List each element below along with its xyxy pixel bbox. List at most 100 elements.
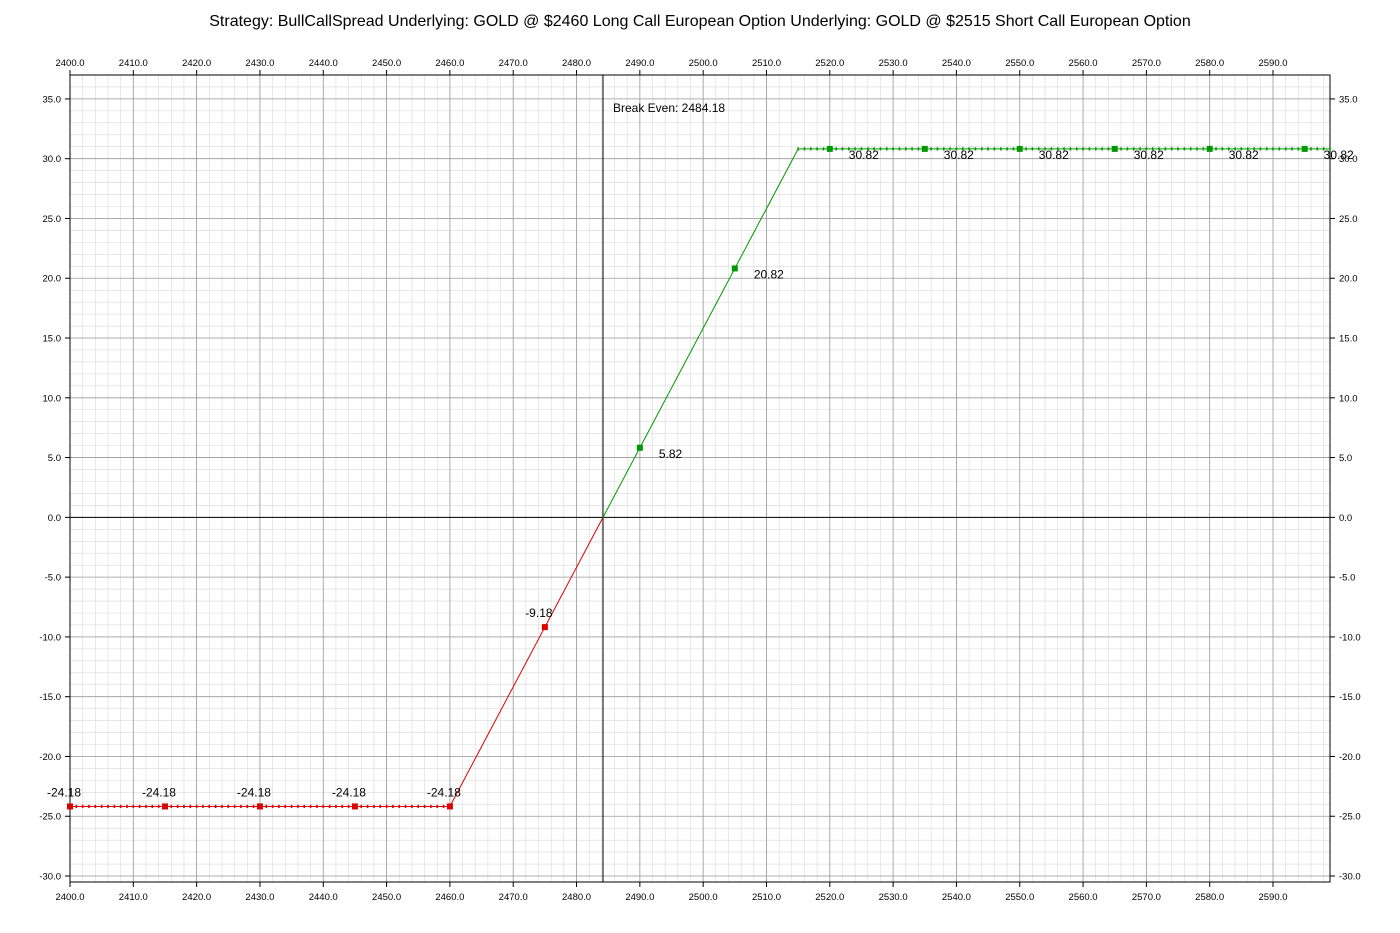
data-label: 30.82 xyxy=(1324,148,1354,162)
series-minor-marker xyxy=(170,804,173,809)
x-tick-label-bottom: 2580.0 xyxy=(1195,892,1224,903)
series-minor-marker xyxy=(138,804,141,809)
series-minor-marker xyxy=(1329,147,1331,151)
series-minor-marker xyxy=(290,804,293,809)
series-minor-marker xyxy=(1031,147,1034,151)
series-minor-marker xyxy=(1227,147,1230,151)
series-minor-marker xyxy=(1088,147,1091,151)
series-minor-marker xyxy=(1284,147,1287,151)
series-minor-marker xyxy=(145,804,147,809)
y-tick-label-left: -20.0 xyxy=(39,752,61,763)
series-minor-marker xyxy=(75,804,78,809)
series-minor-marker xyxy=(1297,147,1300,151)
data-label: -24.18 xyxy=(47,785,81,799)
x-tick-label-bottom: 2570.0 xyxy=(1132,892,1161,903)
series-minor-marker xyxy=(1253,147,1255,151)
x-tick-label-bottom: 2430.0 xyxy=(245,892,274,903)
series-minor-marker xyxy=(1202,147,1205,151)
series-minor-marker xyxy=(885,147,888,151)
series-minor-marker xyxy=(1196,147,1198,151)
x-tick-label-top: 2460.0 xyxy=(435,58,464,69)
series-minor-marker xyxy=(847,147,850,151)
series-minor-marker xyxy=(822,147,825,151)
series-minor-marker xyxy=(1221,147,1224,151)
y-tick-label-right: 5.0 xyxy=(1339,453,1352,464)
y-tick-label-right: 25.0 xyxy=(1339,214,1358,225)
series-minor-marker xyxy=(1240,147,1243,151)
series-minor-marker xyxy=(1107,147,1110,151)
x-tick-label-bottom: 2420.0 xyxy=(182,892,211,903)
series-line-profit xyxy=(602,148,1330,518)
series-minor-marker xyxy=(227,804,230,809)
series-minor-marker xyxy=(987,147,989,151)
series-minor-marker xyxy=(1037,147,1040,151)
data-point xyxy=(1301,145,1308,152)
series-minor-marker xyxy=(189,804,192,809)
y-tick-label-right: -25.0 xyxy=(1339,812,1361,823)
series-minor-marker xyxy=(1120,147,1122,151)
series-minor-marker xyxy=(1177,147,1179,151)
series-minor-marker xyxy=(1094,147,1097,151)
x-tick-label-top: 2520.0 xyxy=(815,58,844,69)
series-minor-marker xyxy=(341,804,344,809)
series-minor-marker xyxy=(195,804,198,809)
series-minor-marker xyxy=(816,147,818,151)
y-tick-label-left: -25.0 xyxy=(39,812,61,823)
series-minor-marker xyxy=(1272,147,1274,151)
series-minor-marker xyxy=(942,147,945,151)
series-minor-marker xyxy=(252,804,255,809)
data-point xyxy=(256,803,263,810)
series-minor-marker xyxy=(1006,147,1008,151)
series-minor-marker xyxy=(151,804,154,809)
series-minor-marker xyxy=(1025,147,1027,151)
series-minor-marker xyxy=(904,147,907,151)
series-minor-marker xyxy=(392,804,394,809)
data-label: 30.82 xyxy=(849,148,879,162)
series-minor-marker xyxy=(373,804,375,809)
series-minor-marker xyxy=(955,147,958,151)
x-tick-label-top: 2470.0 xyxy=(499,58,528,69)
series-minor-marker xyxy=(936,147,939,151)
series-minor-marker xyxy=(999,147,1002,151)
series-minor-marker xyxy=(1012,147,1015,151)
series-minor-marker xyxy=(1075,147,1078,151)
x-tick-label-bottom: 2510.0 xyxy=(752,892,781,903)
y-tick-label-right: 35.0 xyxy=(1339,94,1358,105)
x-tick-label-top: 2490.0 xyxy=(625,58,654,69)
series-minor-marker xyxy=(379,804,382,809)
series-minor-marker xyxy=(284,804,287,809)
data-point xyxy=(1016,145,1023,152)
data-label: 30.82 xyxy=(1229,148,1259,162)
series-minor-marker xyxy=(1126,147,1129,151)
x-tick-label-bottom: 2490.0 xyxy=(625,892,654,903)
series-minor-marker xyxy=(892,147,894,151)
series-minor-marker xyxy=(1234,147,1236,151)
y-tick-label-right: -30.0 xyxy=(1339,872,1361,883)
y-tick-label-right: 10.0 xyxy=(1339,393,1358,404)
series-minor-marker xyxy=(119,804,122,809)
series-line-loss xyxy=(70,517,604,807)
data-label: -24.18 xyxy=(332,785,366,799)
x-tick-label-bottom: 2550.0 xyxy=(1005,892,1034,903)
series-minor-marker xyxy=(1063,147,1065,151)
x-tick-label-bottom: 2560.0 xyxy=(1069,892,1098,903)
series-minor-marker xyxy=(411,804,413,809)
x-tick-label-top: 2570.0 xyxy=(1132,58,1161,69)
y-tick-label-left: -30.0 xyxy=(39,872,61,883)
data-label: -24.18 xyxy=(142,785,176,799)
series-minor-marker xyxy=(911,147,913,151)
data-point xyxy=(161,803,168,810)
y-tick-label-right: -10.0 xyxy=(1339,632,1361,643)
data-point xyxy=(67,803,73,810)
data-label: -24.18 xyxy=(237,785,271,799)
x-tick-label-bottom: 2440.0 xyxy=(309,892,338,903)
series-minor-marker xyxy=(1322,147,1325,151)
x-tick-label-bottom: 2530.0 xyxy=(879,892,908,903)
series-minor-marker xyxy=(240,804,242,809)
series-minor-marker xyxy=(335,804,337,809)
series-minor-marker xyxy=(398,804,401,809)
series-minor-marker xyxy=(417,804,420,809)
series-minor-marker xyxy=(202,804,204,809)
